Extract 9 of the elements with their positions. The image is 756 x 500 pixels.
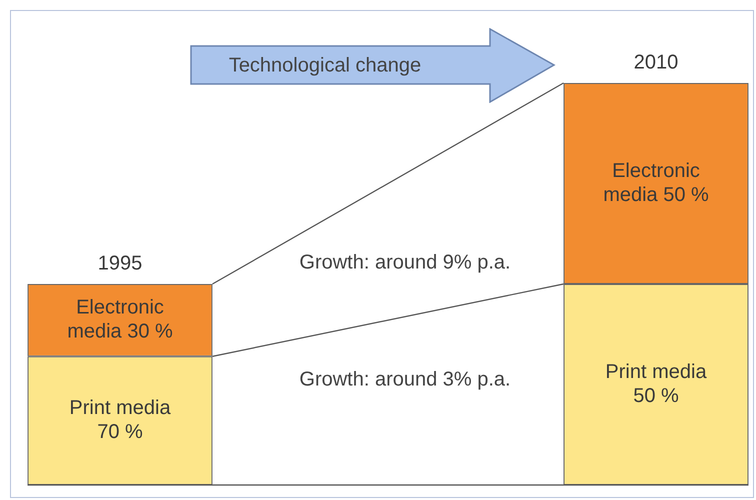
x-tick-label: 1995 (98, 252, 142, 275)
annotation: Growth: around 3% p.a. (299, 368, 511, 392)
annotation: Electronic media 30 % (67, 296, 174, 343)
x-tick-label: 2010 (634, 52, 678, 74)
annotation: Print media 70 % (69, 397, 172, 444)
text: Technological change (228, 54, 422, 78)
annotation: Growth: around 9% p.a. (299, 252, 511, 274)
annotation: Print media 50 % (605, 361, 708, 408)
annotation: Electronic media 50 % (603, 160, 710, 206)
